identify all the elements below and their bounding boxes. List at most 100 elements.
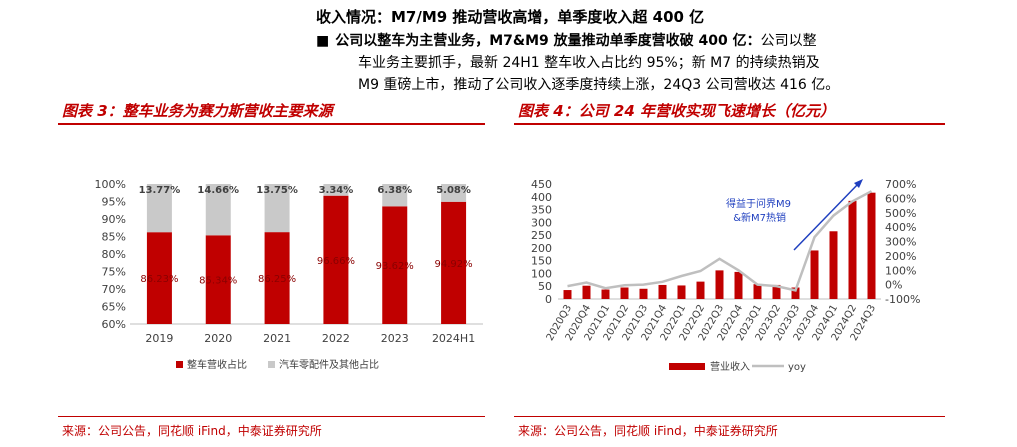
y-right-tick-label: 700% xyxy=(885,178,916,191)
vehicle-share-bar xyxy=(323,195,349,324)
summary-paragraph: ■ 公司以整车为主营业务，M7&M9 放量推动单季度营收破 400 亿：公司以整 … xyxy=(316,30,946,96)
y-tick-label: 90% xyxy=(102,213,126,226)
revenue-bar xyxy=(601,289,610,299)
x-tick-label: 2023 xyxy=(381,332,409,345)
revenue-bar xyxy=(696,281,705,299)
y-right-tick-label: 300% xyxy=(885,236,916,249)
vehicle-share-bar xyxy=(441,201,467,324)
revenue-bar xyxy=(677,285,686,299)
x-tick-label: 2022 xyxy=(322,332,350,345)
legend-swatch-other xyxy=(268,361,275,368)
left-title-rule xyxy=(58,123,485,125)
other-share-bar xyxy=(323,184,349,196)
x-tick-label: 2020 xyxy=(204,332,232,345)
x-tick-label: 2021 xyxy=(263,332,291,345)
revenue-bar xyxy=(772,284,781,299)
yoy-line xyxy=(567,190,873,292)
vehicle-share-label: 93.62% xyxy=(376,261,414,272)
revenue-bar xyxy=(791,287,800,299)
revenue-bar xyxy=(715,270,724,299)
y-right-tick-label: 200% xyxy=(885,250,916,263)
summary-line3: M9 重磅上市，推动了公司收入逐季度持续上涨，24Q3 公司营收达 416 亿。 xyxy=(358,77,840,93)
revenue-bar xyxy=(639,288,648,299)
x-tick-label: 2024H1 xyxy=(432,332,475,345)
other-share-label: 13.77% xyxy=(139,185,181,196)
legend-label-other: 汽车零配件及其他占比 xyxy=(279,358,379,371)
vehicle-share-chart: 60% 65% 70% 75% 80% 85% 90% 95% 100% 86.23% 13.77%… xyxy=(95,178,483,371)
y-right-tick-label: 100% xyxy=(885,264,916,277)
vehicle-share-bar xyxy=(146,232,172,324)
y-right-tick-label: 500% xyxy=(885,207,916,220)
y-right-tick-label: 600% xyxy=(885,192,916,205)
right-figure-title: 图表 4：公司 24 年营收实现飞速增长（亿元） xyxy=(518,102,835,120)
vehicle-share-label: 86.23% xyxy=(140,274,178,285)
other-share-bar xyxy=(264,184,290,233)
revenue-bar xyxy=(563,290,572,299)
left-source-rule xyxy=(58,416,485,417)
y-tick-label: 65% xyxy=(102,301,126,314)
other-share-bar xyxy=(205,184,231,236)
y-tick-label: 85% xyxy=(102,231,126,244)
legend-label-vehicle: 整车营收占比 xyxy=(187,358,247,371)
revenue-bar xyxy=(829,231,838,299)
legend-swatch-revenue xyxy=(669,363,705,370)
y-left-tick-label: 150 xyxy=(531,255,552,268)
vehicle-share-label: 96.66% xyxy=(317,256,355,267)
bullet-marker: ■ xyxy=(316,33,330,49)
annotation-line2: &新M7热销 xyxy=(733,211,786,224)
summary-line1-rest: 公司以整 xyxy=(760,33,817,49)
y-left-tick-label: 50 xyxy=(538,280,552,293)
revenue-bar xyxy=(867,192,876,299)
revenue-bar xyxy=(848,200,857,299)
right-source-rule xyxy=(514,416,945,417)
revenue-bar xyxy=(734,271,743,299)
y-tick-label: 60% xyxy=(102,318,126,331)
revenue-bar xyxy=(582,285,591,299)
legend-label-yoy: yoy xyxy=(788,362,806,373)
y-right-tick-label: 0% xyxy=(885,279,902,292)
left-source-note: 来源：公司公告，同花顺 iFind，中泰证券研究所 xyxy=(62,424,322,438)
revenue-bar xyxy=(658,284,667,299)
vehicle-share-label: 86.25% xyxy=(258,274,296,285)
y-tick-label: 75% xyxy=(102,266,126,279)
revenue-bar xyxy=(810,250,819,299)
vehicle-share-bar xyxy=(264,232,290,324)
other-share-bar xyxy=(441,184,467,202)
other-share-label: 6.38% xyxy=(377,185,412,196)
left-figure-title: 图表 3：整车业务为赛力斯营收主要来源 xyxy=(62,102,333,120)
vehicle-share-bar xyxy=(382,206,408,324)
other-share-bar xyxy=(146,184,172,233)
y-left-tick-label: 0 xyxy=(545,293,552,306)
right-source-note: 来源：公司公告，同花顺 iFind，中泰证券研究所 xyxy=(518,424,778,438)
legend-label-revenue: 营业收入 xyxy=(710,360,750,373)
other-share-label: 5.08% xyxy=(436,185,471,196)
y-tick-label: 70% xyxy=(102,283,126,296)
y-right-tick-label: 400% xyxy=(885,221,916,234)
y-left-tick-label: 450 xyxy=(531,178,552,191)
other-share-label: 13.75% xyxy=(256,185,298,196)
annotation-line1: 得益于问界M9 xyxy=(726,197,791,210)
vehicle-share-label: 94.92% xyxy=(435,259,473,270)
y-tick-label: 80% xyxy=(102,248,126,261)
y-left-tick-label: 200 xyxy=(531,242,552,255)
y-left-tick-label: 350 xyxy=(531,204,552,217)
y-left-tick-label: 100 xyxy=(531,267,552,280)
revenue-bar xyxy=(620,287,629,299)
other-share-label: 3.34% xyxy=(319,185,354,196)
y-tick-label: 100% xyxy=(95,178,126,191)
right-title-rule xyxy=(514,123,945,125)
annotation-arrowhead xyxy=(854,179,863,188)
summary-line2: 车业务主要抓手，最新 24H1 整车收入占比约 95%；新 M7 的持续热销及 xyxy=(358,55,820,71)
other-share-label: 14.66% xyxy=(197,185,239,196)
y-tick-label: 95% xyxy=(102,196,126,209)
vehicle-share-label: 85.34% xyxy=(199,276,237,287)
y-left-tick-label: 250 xyxy=(531,229,552,242)
revenue-bar xyxy=(753,284,762,299)
y-left-tick-label: 300 xyxy=(531,216,552,229)
legend-swatch-vehicle xyxy=(176,361,183,368)
summary-lead: 公司以整车为主营业务，M7&M9 放量推动单季度营收破 400 亿： xyxy=(335,33,761,49)
other-share-bar xyxy=(382,184,408,207)
y-right-tick-label: -100% xyxy=(885,293,920,306)
section-heading: 收入情况：M7/M9 推动营收高增，单季度收入超 400 亿 xyxy=(316,8,705,26)
y-left-tick-label: 400 xyxy=(531,191,552,204)
